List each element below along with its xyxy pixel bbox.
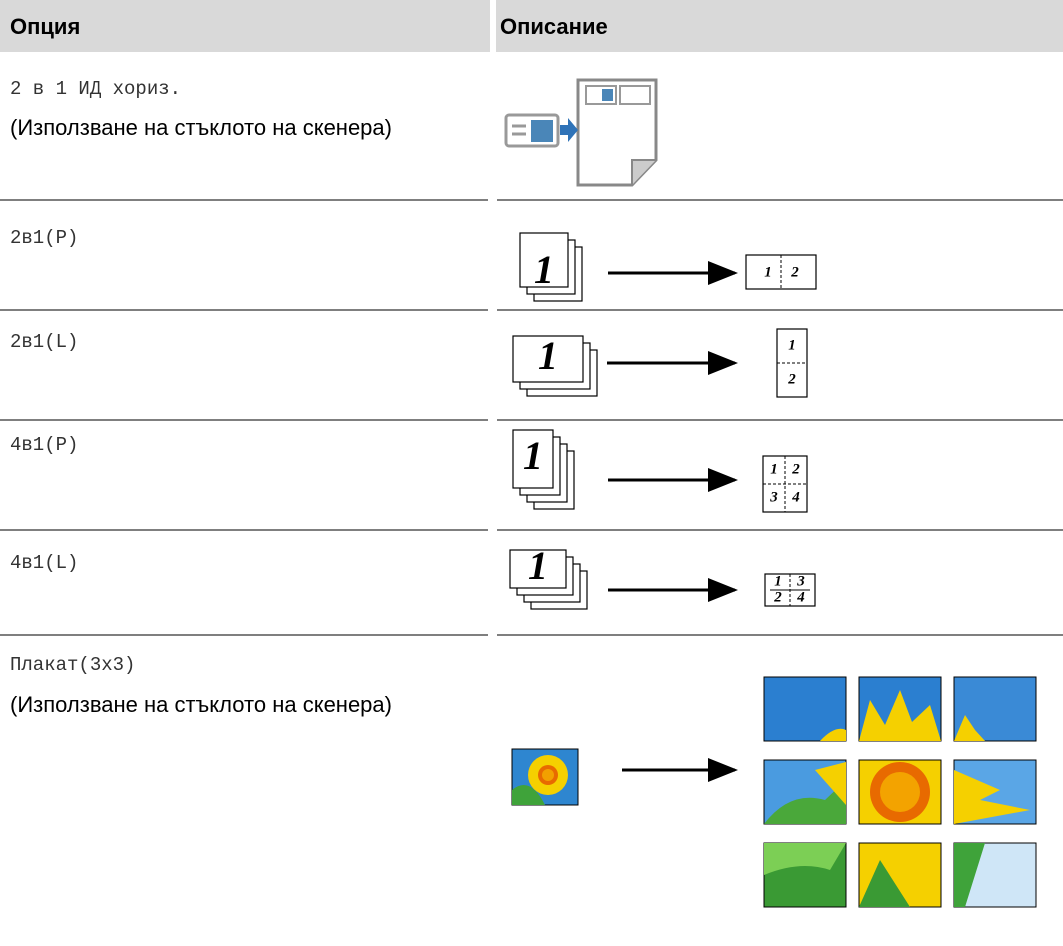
result-label: 1 <box>774 573 782 589</box>
result-label: 2 <box>791 461 800 477</box>
result-label: 1 <box>770 461 778 477</box>
source-label: 1 <box>523 433 543 478</box>
id-copy-icon <box>504 78 658 187</box>
header-description: Описание <box>500 14 608 39</box>
option: 2в1(L) <box>10 331 78 353</box>
result-label: 1 <box>788 337 796 353</box>
option: 2в1(P) <box>10 227 78 249</box>
sunflower-source <box>511 748 579 806</box>
result-label: 2 <box>790 264 799 280</box>
source-label: 1 <box>534 247 554 292</box>
result-label: 4 <box>796 589 805 605</box>
note: (Използване на стъклото на скенера) <box>10 692 392 717</box>
result-label: 4 <box>791 489 800 505</box>
note: (Използване на стъклото на скенера) <box>10 115 392 140</box>
header-bg <box>0 0 1063 52</box>
source-label: 1 <box>528 543 548 588</box>
option: 2 в 1 ИД хориз. <box>10 78 181 100</box>
result-label: 1 <box>764 264 772 280</box>
option: 4в1(P) <box>10 434 78 456</box>
result-label: 3 <box>769 489 778 505</box>
result-label: 2 <box>787 371 796 387</box>
poster-tiles <box>763 676 1037 908</box>
result-label: 3 <box>796 573 805 589</box>
option: Плакат(3x3) <box>10 654 135 676</box>
source-label: 1 <box>538 333 558 378</box>
option: 4в1(L) <box>10 552 78 574</box>
result-label: 2 <box>773 589 782 605</box>
header-option: Опция <box>10 14 80 39</box>
